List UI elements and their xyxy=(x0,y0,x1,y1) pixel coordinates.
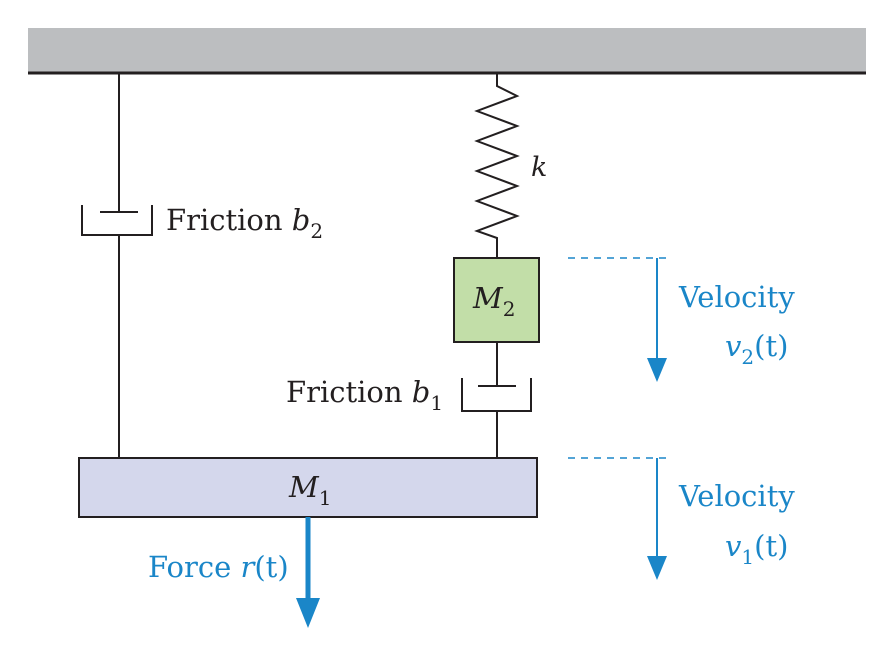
mass-m1-label: M1 xyxy=(288,470,331,510)
velocity-2-word: Velocity xyxy=(678,280,795,314)
velocity-2-arrow xyxy=(647,258,667,382)
force-arrow xyxy=(296,517,320,628)
mass-m1-block xyxy=(78,457,538,518)
mass-m2-label: M2 xyxy=(472,281,515,321)
damper-b2 xyxy=(81,73,153,458)
spring-k xyxy=(474,73,520,258)
ceiling xyxy=(28,28,866,72)
damper-b1 xyxy=(461,342,532,458)
velocity-1-symbol: v1(t) xyxy=(725,529,788,569)
velocity-1-arrow xyxy=(647,458,667,580)
friction-b2-label: Friction b2 xyxy=(166,203,323,243)
force-label: Force r(t) xyxy=(148,550,289,584)
spring-k-label: k xyxy=(531,152,547,183)
velocity-2-symbol: v2(t) xyxy=(725,329,788,369)
friction-b1-label: Friction b1 xyxy=(286,375,443,415)
velocity-1-word: Velocity xyxy=(678,479,795,513)
mass-m2-block xyxy=(453,257,540,343)
